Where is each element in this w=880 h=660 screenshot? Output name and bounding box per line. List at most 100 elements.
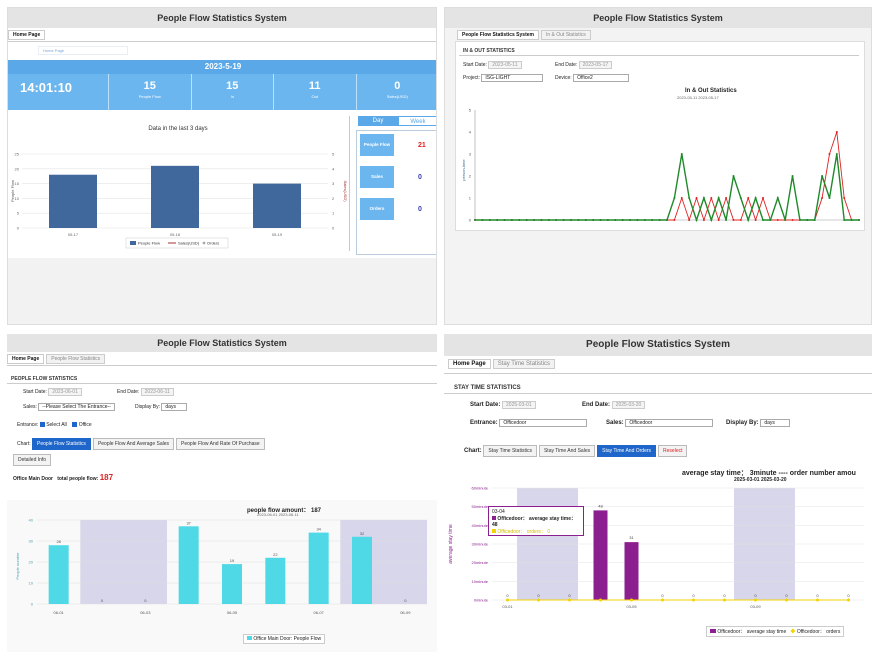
end-date-input[interactable]: 2025-03-20 [611, 401, 646, 409]
sales-select[interactable]: Officedoor [625, 419, 714, 427]
start-date-input[interactable]: 2023-06-01 [48, 388, 82, 396]
people-flow-stats-button[interactable]: People Flow Statistics [32, 438, 91, 450]
stat-label: In [230, 94, 234, 99]
entrance-select[interactable]: Officedoor [499, 419, 588, 427]
point-out [688, 197, 691, 199]
point-out [621, 219, 624, 221]
legend-label-stay: Officedoor： average stay time [717, 629, 787, 635]
point-out [821, 175, 824, 177]
stats-row: 15 People Flow 15 In 11 Out 0 Sales(USD) [108, 74, 436, 110]
point-in [754, 219, 757, 221]
y-tick-label: 5 [17, 211, 20, 216]
start-date-input[interactable]: 2025-03-01 [502, 401, 536, 409]
sales-select[interactable]: --Please Select The Entrance-- [38, 403, 115, 411]
x-tick-label: 05-18 [170, 232, 181, 237]
y-tick-label: 25 [15, 152, 20, 157]
start-date-input[interactable]: 2023-05-11 [488, 61, 522, 69]
legend-label: People Flow [138, 241, 160, 246]
legend-swatch-icon [247, 636, 252, 640]
legend-dot-icon [202, 241, 206, 245]
chart-label: Chart: [17, 441, 31, 447]
y-tick-label: 10 [29, 581, 34, 586]
point-out [739, 197, 742, 199]
orders-point [847, 598, 850, 602]
chart-box [8, 116, 350, 251]
stay-time-bar-chart: 0minute 10minute 20minute 30minute 40minute 5… [448, 486, 864, 609]
detailed-info-button[interactable]: Detailed Info [13, 454, 52, 466]
subtab-home[interactable]: Home Page [38, 46, 128, 55]
summary-total: 187 [99, 473, 114, 482]
people-flow-rate-button[interactable]: People Flow And Rate Of Purchase [176, 438, 265, 450]
data-label: 0 [537, 593, 540, 598]
stat-cell: 11 Out [273, 74, 356, 110]
data-label: 0 [754, 593, 757, 598]
point-out [769, 219, 772, 221]
tooltip: 03-04 Officedoor： average stay time： 48 … [488, 506, 584, 536]
x-tick-label: 03-05 [626, 604, 637, 609]
project-select[interactable]: ISG-LIGHT [481, 74, 544, 82]
y-tick-label: 20 [15, 166, 20, 171]
legend-line-icon: ◆ [790, 629, 796, 635]
bar-06-06 [265, 557, 286, 604]
y-tick-label: 2 [469, 174, 472, 179]
legend-box [125, 237, 229, 249]
data-label: 0 [816, 593, 819, 598]
office-checkbox[interactable] [72, 422, 78, 428]
period-tab-week[interactable]: Week [398, 116, 436, 126]
y-tick-label: 3 [469, 152, 472, 157]
in-out-line-chart: 0 1 2 3 4 5 person-time [461, 108, 860, 223]
end-date-input[interactable]: 2023-05-17 [578, 61, 613, 69]
orders-point [537, 598, 540, 602]
stat-label: Sales(USD) [386, 94, 408, 99]
stay-time-orders-button[interactable]: Stay Time And Orders [597, 445, 657, 457]
start-date-label: Start Date: [463, 62, 487, 68]
tab-in-out[interactable]: In & Out Statistics [540, 30, 591, 40]
tooltip-line2: Officedoor： orders： 0 [497, 529, 551, 535]
chart-subtitle: 2023-05-11 2023-05-17 [677, 95, 719, 100]
point-in [762, 197, 764, 199]
period-tab-day[interactable]: Day [358, 116, 398, 126]
side-panel [356, 130, 436, 255]
point-out [606, 219, 609, 221]
stay-time-sales-button[interactable]: Stay Time And Sales [538, 445, 596, 457]
people-flow-avg-sales-button[interactable]: People Flow And Average Sales [92, 438, 175, 450]
tab-home[interactable]: Home Page [8, 30, 46, 40]
point-out [636, 219, 639, 221]
point-out [666, 219, 668, 221]
y2-tick-label: 3 [332, 181, 335, 186]
y2-tick-label: 5 [332, 152, 335, 157]
point-out [496, 219, 499, 221]
point-out [629, 219, 632, 221]
stay-time-stats-button[interactable]: Stay Time Statistics [483, 445, 537, 457]
tab-main[interactable]: People Flow Statistics System [457, 30, 539, 40]
point-out [570, 219, 572, 221]
tab-stay-time[interactable]: Stay Time Statistics [492, 359, 556, 369]
point-in [680, 197, 683, 199]
display-by-select[interactable]: days [161, 403, 188, 411]
tab-home[interactable]: Home Page [7, 354, 45, 364]
data-label: 0 [144, 598, 147, 603]
point-out [791, 175, 794, 177]
bar-06-04 [178, 526, 199, 604]
stat-value: 11 [308, 80, 321, 92]
bar-05-17 [49, 174, 97, 228]
office-label: Office [78, 422, 92, 428]
data-label: 0 [404, 598, 407, 603]
data-label: 0 [661, 593, 664, 598]
chart-headline: average stay time： 3minute ---- order nu… [682, 470, 856, 477]
select-all-checkbox[interactable] [39, 422, 45, 428]
reselect-button[interactable]: Reselect [658, 445, 688, 457]
data-label: 19 [230, 558, 235, 563]
summary-entrance: Office Main Door [13, 476, 54, 482]
point-out [828, 197, 831, 199]
series-line-out [475, 153, 859, 223]
tab-home[interactable]: Home Page [448, 359, 491, 369]
x-tick-label: 06-01 [54, 610, 65, 615]
end-date-input[interactable]: 2023-06-11 [140, 388, 174, 396]
display-by-select[interactable]: days [760, 419, 791, 427]
device-select[interactable]: Office2 [573, 74, 630, 82]
point-out [784, 219, 787, 221]
entrance-label: Entrance: [470, 420, 498, 426]
panel-title: People Flow Statistics System [7, 334, 437, 352]
tab-people-flow[interactable]: People Flow Statistics [46, 354, 106, 364]
